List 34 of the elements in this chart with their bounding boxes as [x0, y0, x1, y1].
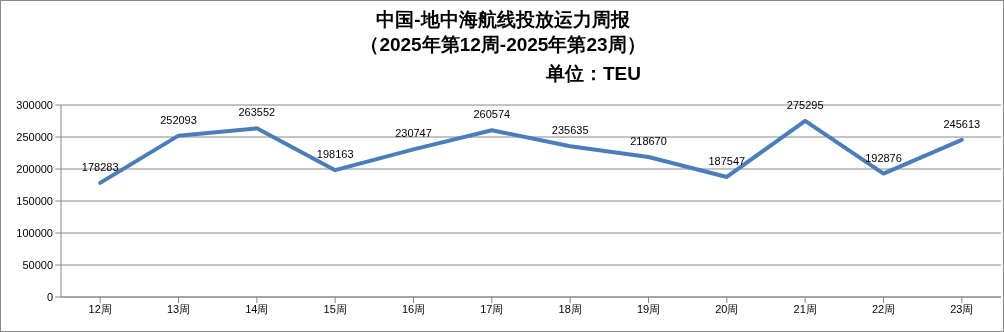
y-tick-label: 50000 — [22, 258, 53, 271]
data-label: 275295 — [786, 98, 824, 111]
data-label: 245613 — [943, 117, 981, 130]
x-tick-label: 13周 — [166, 302, 191, 315]
y-tick-label: 300000 — [16, 98, 53, 111]
y-tick-label: 150000 — [16, 194, 53, 207]
x-tick-label: 21周 — [793, 302, 817, 315]
data-label: 198163 — [316, 148, 354, 161]
x-tick-label: 15周 — [323, 302, 347, 315]
data-label: 192876 — [865, 151, 902, 164]
data-label: 230747 — [395, 127, 432, 140]
y-tick-label: 200000 — [16, 162, 53, 175]
y-tick-label: 250000 — [16, 130, 53, 143]
data-label: 252093 — [160, 113, 197, 126]
x-tick-label: 19周 — [636, 302, 661, 315]
x-tick-label: 16周 — [401, 302, 426, 315]
y-tick-label: 0 — [46, 290, 53, 303]
x-tick-label: 23周 — [950, 302, 974, 315]
x-tick-label: 22周 — [871, 302, 896, 315]
x-tick-label: 17周 — [480, 302, 504, 315]
chart-title: 中国-地中海航线投放运力周报 — [375, 8, 631, 32]
data-label: 235635 — [551, 124, 589, 137]
chart-subtitle: （2025年第12周-2025年第23周） — [359, 33, 647, 57]
data-label: 263552 — [238, 106, 276, 119]
x-tick-label: 18周 — [558, 302, 582, 315]
data-label: 260574 — [473, 108, 511, 121]
data-label: 218670 — [630, 135, 667, 148]
y-tick-label: 100000 — [16, 226, 53, 239]
x-tick-label: 14周 — [245, 302, 269, 315]
data-label: 187547 — [708, 154, 746, 167]
data-label: 178283 — [81, 160, 119, 173]
x-tick-label: 12周 — [88, 302, 112, 315]
x-tick-label: 20周 — [715, 302, 739, 315]
text: 单位：TEU — [546, 62, 641, 86]
